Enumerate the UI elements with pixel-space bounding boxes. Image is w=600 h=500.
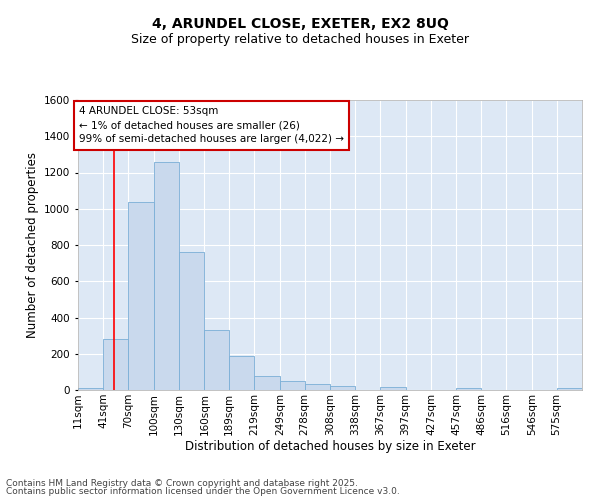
Bar xyxy=(103,339,128,390)
Bar xyxy=(254,376,280,390)
Text: Size of property relative to detached houses in Exeter: Size of property relative to detached ho… xyxy=(131,32,469,46)
Bar xyxy=(229,356,254,390)
Bar xyxy=(457,388,481,390)
Text: Contains public sector information licensed under the Open Government Licence v3: Contains public sector information licen… xyxy=(6,487,400,496)
Bar xyxy=(557,388,582,390)
Bar xyxy=(78,388,103,390)
Bar xyxy=(128,202,154,390)
Bar xyxy=(154,162,179,390)
Bar xyxy=(380,388,406,390)
Bar xyxy=(280,381,305,390)
Text: 4, ARUNDEL CLOSE, EXETER, EX2 8UQ: 4, ARUNDEL CLOSE, EXETER, EX2 8UQ xyxy=(152,18,448,32)
Bar xyxy=(330,386,355,390)
Text: 4 ARUNDEL CLOSE: 53sqm
← 1% of detached houses are smaller (26)
99% of semi-deta: 4 ARUNDEL CLOSE: 53sqm ← 1% of detached … xyxy=(79,106,344,144)
Bar xyxy=(305,384,330,390)
Bar xyxy=(205,330,229,390)
Y-axis label: Number of detached properties: Number of detached properties xyxy=(26,152,38,338)
X-axis label: Distribution of detached houses by size in Exeter: Distribution of detached houses by size … xyxy=(185,440,475,454)
Bar xyxy=(179,252,205,390)
Text: Contains HM Land Registry data © Crown copyright and database right 2025.: Contains HM Land Registry data © Crown c… xyxy=(6,478,358,488)
